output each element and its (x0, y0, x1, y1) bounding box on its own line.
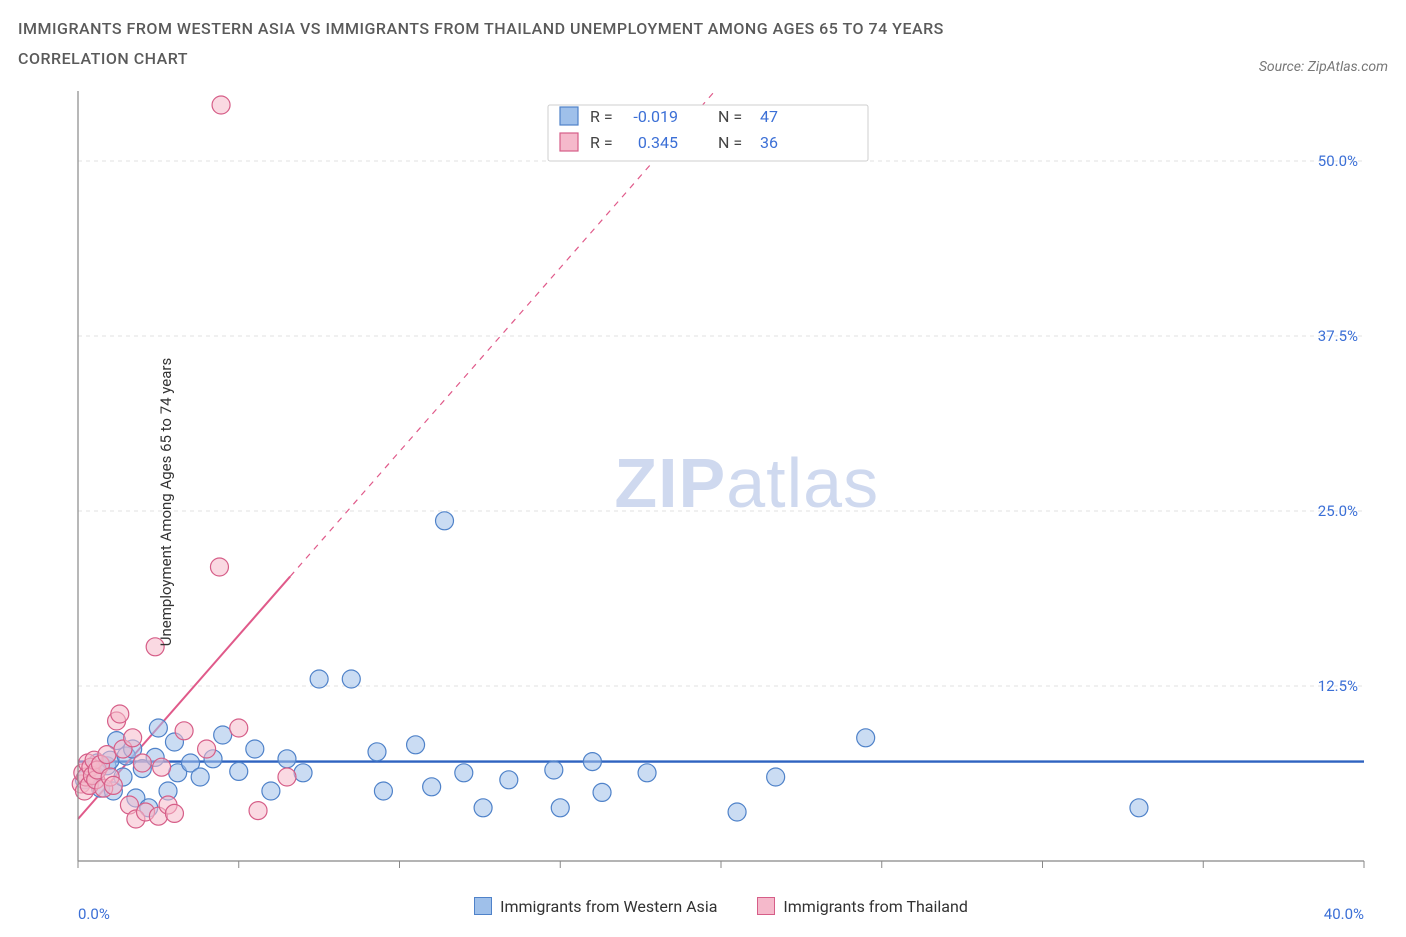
data-point (111, 705, 129, 723)
chart-title: IMMIGRANTS FROM WESTERN ASIA VS IMMIGRAN… (18, 14, 944, 75)
data-point (728, 803, 746, 821)
svg-text:47: 47 (760, 107, 778, 126)
data-point (165, 804, 183, 822)
chart-container: Unemployment Among Ages 65 to 74 years Z… (18, 81, 1388, 923)
svg-text:-0.019: -0.019 (633, 107, 678, 126)
data-point (310, 670, 328, 688)
data-point (133, 754, 151, 772)
data-point (436, 512, 454, 530)
svg-text:R =: R = (590, 133, 613, 152)
watermark: ZIPatlas (614, 444, 879, 522)
data-point (262, 782, 280, 800)
data-point (455, 764, 473, 782)
x-max-label: 40.0% (1324, 905, 1364, 923)
data-point (500, 771, 518, 789)
data-point (342, 670, 360, 688)
x-min-label: 0.0% (78, 905, 110, 923)
y-axis-label: Unemployment Among Ages 65 to 74 years (157, 358, 175, 646)
data-point (149, 719, 167, 737)
data-point (638, 764, 656, 782)
chart-title-line1: IMMIGRANTS FROM WESTERN ASIA VS IMMIGRAN… (18, 14, 944, 44)
data-point (212, 96, 230, 114)
data-point (198, 740, 216, 758)
data-point (246, 740, 264, 758)
data-point (857, 729, 875, 747)
data-point (230, 719, 248, 737)
data-point (767, 768, 785, 786)
data-point (249, 801, 267, 819)
data-point (1130, 799, 1148, 817)
data-point (153, 758, 171, 776)
data-point (214, 726, 232, 744)
data-point (551, 799, 569, 817)
y-tick-label: 37.5% (1318, 327, 1358, 345)
data-point (278, 750, 296, 768)
data-point (593, 783, 611, 801)
data-point (210, 558, 228, 576)
data-point (124, 729, 142, 747)
legend-swatch (560, 133, 578, 151)
series-0 (75, 512, 1148, 821)
data-point (230, 762, 248, 780)
y-tick-label: 12.5% (1318, 677, 1358, 695)
series-1 (72, 96, 296, 828)
data-point (474, 799, 492, 817)
data-point (374, 782, 392, 800)
data-point (407, 736, 425, 754)
data-point (294, 764, 312, 782)
data-point (545, 761, 563, 779)
data-point (423, 778, 441, 796)
source-label: Source: ZipAtlas.com (1259, 59, 1388, 75)
svg-text:0.345: 0.345 (638, 133, 678, 152)
svg-text:N =: N = (718, 133, 742, 152)
svg-text:R =: R = (590, 107, 613, 126)
data-point (98, 745, 116, 763)
data-point (368, 743, 386, 761)
chart-title-line2: CORRELATION CHART (18, 44, 944, 74)
x-axis-range-labels: 0.0% 40.0% (78, 905, 1364, 923)
gridlines (78, 161, 1364, 686)
data-point (175, 722, 193, 740)
data-point (583, 752, 601, 770)
y-tick-label: 25.0% (1318, 502, 1358, 520)
legend-swatch (560, 107, 578, 125)
svg-text:N =: N = (718, 107, 742, 126)
y-tick-label: 50.0% (1318, 152, 1358, 170)
data-point (278, 768, 296, 786)
data-point (104, 776, 122, 794)
scatter-chart: ZIPatlas 12.5% 25.0% 37.5% 50.0% R = -0.019 N =… (18, 81, 1388, 891)
correlation-legend: R = -0.019 N = 47 R = 0.345 N = 36 (548, 105, 868, 161)
svg-text:36: 36 (760, 133, 778, 152)
data-point (191, 768, 209, 786)
